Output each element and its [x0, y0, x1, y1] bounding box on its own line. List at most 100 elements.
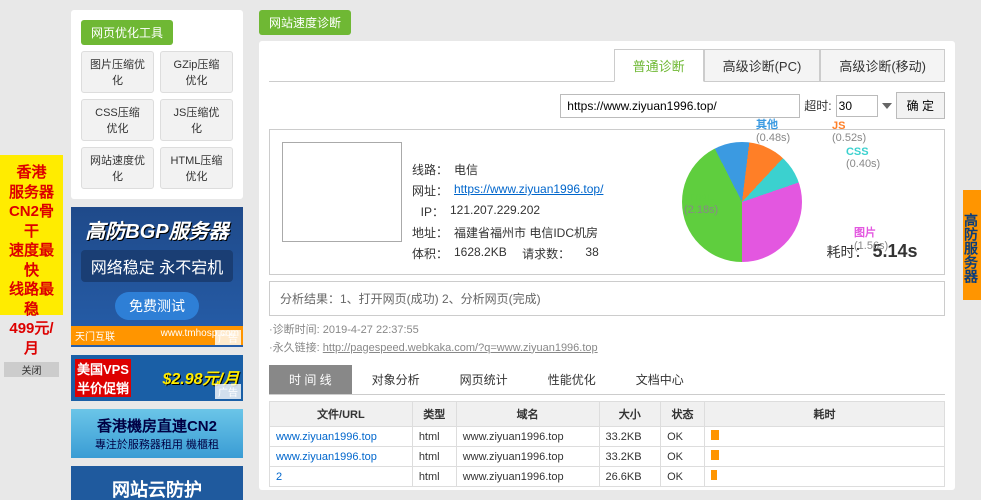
ad-line: 线路最稳 [4, 280, 59, 319]
info-value: 福建省福州市 电信IDC机房 [454, 224, 598, 241]
main-title: 网站速度诊断 [259, 10, 351, 35]
info-key: 地址： [412, 224, 448, 241]
ad-line: 499元/月 [4, 319, 59, 358]
url-input-row: 超时: 确 定 [269, 92, 945, 119]
ad-tag: 广告 [215, 330, 241, 345]
table-header: 耗时 [704, 402, 944, 427]
dropdown-icon[interactable] [882, 103, 892, 109]
sidebar-ad-bgp[interactable]: 高防BGP服务器 网络稳定 永不宕机 免费测试 天门互联www.tmhosp.c… [71, 207, 243, 347]
meta-label: ·诊断时间: [269, 324, 323, 336]
diagnosis-tab[interactable]: 普通诊断 [614, 49, 704, 82]
info-key: 网址： [412, 182, 448, 199]
right-banner-ad[interactable]: 高防服务器 [963, 190, 981, 300]
cell-status: OK [661, 427, 705, 447]
ad-line: 香港 [4, 163, 59, 183]
diagnosis-summary: 线路：电信 网址：https://www.ziyuan1996.top/ IP：… [269, 129, 945, 275]
ad-text: 美国VPS [75, 359, 131, 378]
cell-bar [704, 467, 944, 487]
diagnosis-tabs: 普通诊断高级诊断(PC)高级诊断(移动) [269, 49, 945, 82]
info-value: 38 [585, 245, 598, 262]
table-row: www.ziyuan1996.tophtmlwww.ziyuan1996.top… [269, 447, 944, 467]
pie-segment-label: JS(0.52s) [832, 120, 866, 144]
table-header: 大小 [599, 402, 661, 427]
cell-url[interactable]: 2 [269, 467, 412, 487]
info-key: 请求数： [522, 245, 570, 262]
permalink[interactable]: http://pagespeed.webkaka.com/?q=www.ziyu… [323, 342, 598, 354]
cell-type: html [412, 447, 456, 467]
sidebar: 网页优化工具 图片压缩优化GZip压缩优化CSS压缩优化JS压缩优化网站速度优化… [63, 0, 251, 500]
ad-text: 半价促销 [75, 378, 131, 397]
sidebar-ad-vps[interactable]: 美国VPS 半价促销 $2.98元/月 广告 [71, 355, 243, 401]
tools-panel: 网页优化工具 图片压缩优化GZip压缩优化CSS压缩优化JS压缩优化网站速度优化… [71, 10, 243, 199]
timeout-label: 超时: [804, 97, 831, 114]
result-tab[interactable]: 时 间 线 [269, 365, 352, 394]
table-row: 2htmlwww.ziyuan1996.top26.6KBOK [269, 467, 944, 487]
result-tab[interactable]: 文档中心 [616, 365, 704, 394]
site-url-link[interactable]: https://www.ziyuan1996.top/ [454, 182, 603, 196]
pie-segment-label: 图片(1.56s) [854, 224, 888, 252]
info-value: 121.207.229.202 [450, 203, 540, 220]
tool-button[interactable]: JS压缩优化 [160, 99, 233, 141]
cell-domain: www.ziyuan1996.top [456, 447, 599, 467]
table-header: 域名 [456, 402, 599, 427]
diagnosis-tab[interactable]: 高级诊断(PC) [704, 49, 821, 82]
meta-info: ·诊断时间: 2019-4-27 22:37:55 ·永久链接: http://… [269, 322, 945, 357]
table-header: 文件/URL [269, 402, 412, 427]
page-thumbnail [282, 142, 402, 242]
pie-segment-label: HTML(2.18s) [684, 192, 718, 216]
cell-size: 33.2KB [599, 427, 661, 447]
table-header: 类型 [412, 402, 456, 427]
ad-heading: 高防BGP服务器 [71, 215, 243, 244]
ad-brand: 天门互联 [75, 328, 115, 343]
pie-chart: HTML(2.18s)其他(0.48s)JS(0.52s)CSS(0.40s)图… [682, 142, 802, 262]
diagnosis-tab[interactable]: 高级诊断(移动) [820, 49, 945, 82]
tool-button[interactable]: CSS压缩优化 [81, 99, 154, 141]
result-tabs: 时 间 线对象分析网页统计性能优化文档中心 [269, 365, 945, 395]
tool-button[interactable]: 图片压缩优化 [81, 51, 154, 93]
submit-button[interactable]: 确 定 [896, 92, 945, 119]
ad-line: 服务器 [4, 183, 59, 203]
ad-cta-button[interactable]: 免费测试 [115, 292, 199, 320]
pie-segment-label: CSS(0.40s) [846, 146, 880, 170]
ad-tag: 广告 [215, 384, 241, 399]
left-banner-ad[interactable]: 香港 服务器 CN2骨干 速度最快 线路最稳 499元/月 关闭 [0, 155, 63, 315]
tool-button[interactable]: GZip压缩优化 [160, 51, 233, 93]
meta-label: ·永久链接: [269, 342, 323, 354]
cell-domain: www.ziyuan1996.top [456, 427, 599, 447]
meta-value: 2019-4-27 22:37:55 [323, 324, 419, 336]
analysis-result: 分析结果：1、打开网页(成功) 2、分析网页(完成) [269, 281, 945, 316]
info-key: IP： [412, 203, 444, 220]
url-input[interactable] [560, 94, 800, 118]
result-tab[interactable]: 性能优化 [528, 365, 616, 394]
cell-bar [704, 427, 944, 447]
table-header: 状态 [661, 402, 705, 427]
cell-url[interactable]: www.ziyuan1996.top [269, 427, 412, 447]
cell-size: 33.2KB [599, 447, 661, 467]
pie-segment-label: 其他(0.48s) [756, 116, 790, 144]
ad-heading: 网站云防护 [71, 476, 243, 500]
ad-subheading: 网络稳定 永不宕机 [81, 250, 233, 282]
result-tab[interactable]: 对象分析 [352, 365, 440, 394]
ad-line: CN2骨干 [4, 202, 59, 241]
cell-type: html [412, 467, 456, 487]
cell-status: OK [661, 447, 705, 467]
cell-url[interactable]: www.ziyuan1996.top [269, 447, 412, 467]
cell-type: html [412, 427, 456, 447]
sidebar-ad-cloud[interactable]: 网站云防护 [71, 466, 243, 500]
results-table: 文件/URL类型域名大小状态耗时 www.ziyuan1996.tophtmlw… [269, 401, 945, 487]
main-content: 网站速度诊断 普通诊断高级诊断(PC)高级诊断(移动) 超时: 确 定 线路：电… [251, 0, 963, 500]
tool-button[interactable]: HTML压缩优化 [160, 147, 233, 189]
cell-domain: www.ziyuan1996.top [456, 467, 599, 487]
timeout-select[interactable] [836, 95, 878, 117]
close-ad-button[interactable]: 关闭 [4, 362, 59, 377]
cell-status: OK [661, 467, 705, 487]
ad-heading: 香港機房直連CN2 [71, 415, 243, 436]
sidebar-ad-cn2[interactable]: 香港機房直連CN2 專注於服務器租用 機櫃租 [71, 409, 243, 458]
info-key: 线路： [412, 161, 448, 178]
result-tab[interactable]: 网页统计 [440, 365, 528, 394]
tools-title: 网页优化工具 [81, 20, 173, 45]
table-row: www.ziyuan1996.tophtmlwww.ziyuan1996.top… [269, 427, 944, 447]
cell-size: 26.6KB [599, 467, 661, 487]
tool-button[interactable]: 网站速度优化 [81, 147, 154, 189]
info-value: 1628.2KB [454, 245, 507, 262]
